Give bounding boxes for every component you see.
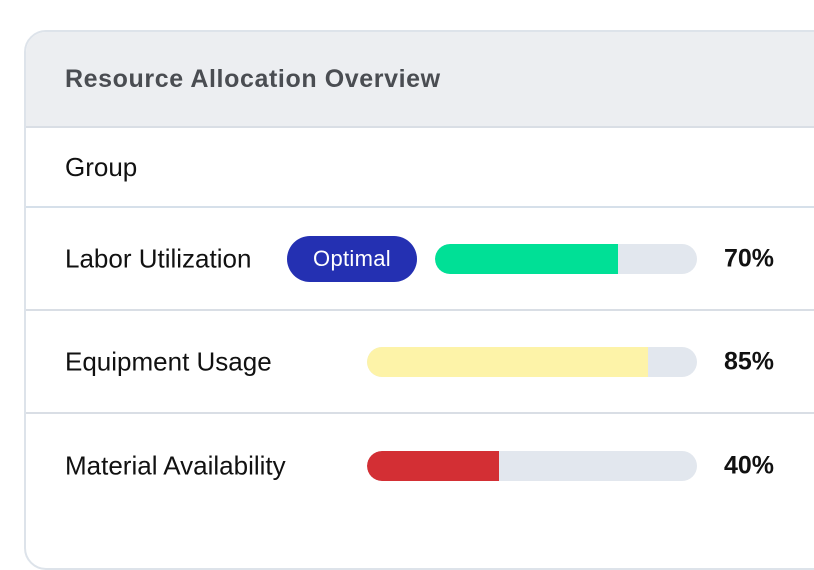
metric-row-equipment-usage: Equipment Usage 85% <box>26 311 814 414</box>
panel-title: Resource Allocation Overview <box>65 64 441 93</box>
panel-header: Resource Allocation Overview <box>26 32 814 128</box>
metric-label: Equipment Usage <box>65 346 272 376</box>
metric-row-labor-utilization: Labor Utilization Optimal 70% <box>26 208 814 311</box>
metric-row-material-availability: Material Availability 40% <box>26 414 814 517</box>
progress-fill <box>367 450 499 481</box>
group-header-row[interactable]: Group <box>26 128 814 208</box>
progress-fill <box>435 243 619 274</box>
status-badge: Optimal <box>287 235 417 282</box>
metric-label: Material Availability <box>65 450 286 480</box>
progress-track <box>367 346 697 377</box>
percent-value: 85% <box>724 347 775 375</box>
progress-track <box>367 450 697 481</box>
group-label: Group <box>65 151 138 182</box>
percent-value: 40% <box>724 451 775 479</box>
progress-track <box>435 243 697 274</box>
percent-value: 70% <box>724 244 775 272</box>
resource-allocation-panel: Resource Allocation Overview Group Labor… <box>24 30 814 570</box>
progress-fill <box>367 346 648 377</box>
metric-label: Labor Utilization <box>65 243 252 273</box>
